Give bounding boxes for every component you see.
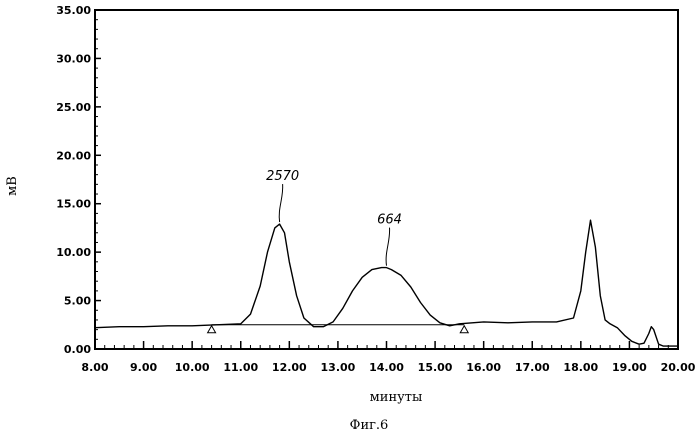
peak-annotations: 2570 664 — [266, 169, 402, 266]
x-tick-label: 17.00 — [515, 361, 550, 374]
y-tick-label: 15.00 — [56, 198, 91, 211]
x-tick-label: 19.00 — [612, 361, 647, 374]
x-tick-label: 11.00 — [223, 361, 258, 374]
x-tick-label: 13.00 — [321, 361, 356, 374]
chromatogram-trace — [95, 220, 678, 346]
y-tick-label: 30.00 — [56, 52, 91, 65]
x-tick-label: 18.00 — [563, 361, 598, 374]
y-tick-label: 35.00 — [56, 4, 91, 17]
peak-leader-line — [279, 184, 283, 222]
x-axis-ticks: 8.00 9.00 10.00 11.00 12.00 13.00 14.00 15.00 16… — [81, 341, 695, 374]
y-axis-title: мВ — [5, 176, 20, 196]
x-tick-label: 12.00 — [272, 361, 307, 374]
x-tick-label: 10.00 — [175, 361, 210, 374]
x-tick-label: 16.00 — [466, 361, 501, 374]
y-tick-label: 10.00 — [56, 246, 91, 259]
x-tick-label: 8.00 — [81, 361, 108, 374]
y-tick-label: 5.00 — [64, 295, 91, 308]
x-tick-label: 9.00 — [130, 361, 157, 374]
plot-frame — [95, 10, 678, 349]
peak-label: 664 — [377, 213, 402, 228]
x-tick-label: 20.00 — [661, 361, 696, 374]
x-tick-label: 14.00 — [369, 361, 404, 374]
event-marker — [208, 326, 216, 333]
x-tick-label: 15.00 — [418, 361, 453, 374]
x-axis-title: минуты — [370, 390, 423, 405]
event-marker — [460, 326, 468, 333]
y-tick-label: 20.00 — [56, 149, 91, 162]
figure-caption: Фиг.6 — [350, 418, 389, 433]
plot-area — [95, 10, 678, 349]
peak-label: 2570 — [266, 169, 299, 184]
y-tick-label: 0.00 — [64, 343, 91, 356]
y-tick-label: 25.00 — [56, 101, 91, 114]
peak-leader-line — [386, 228, 390, 266]
